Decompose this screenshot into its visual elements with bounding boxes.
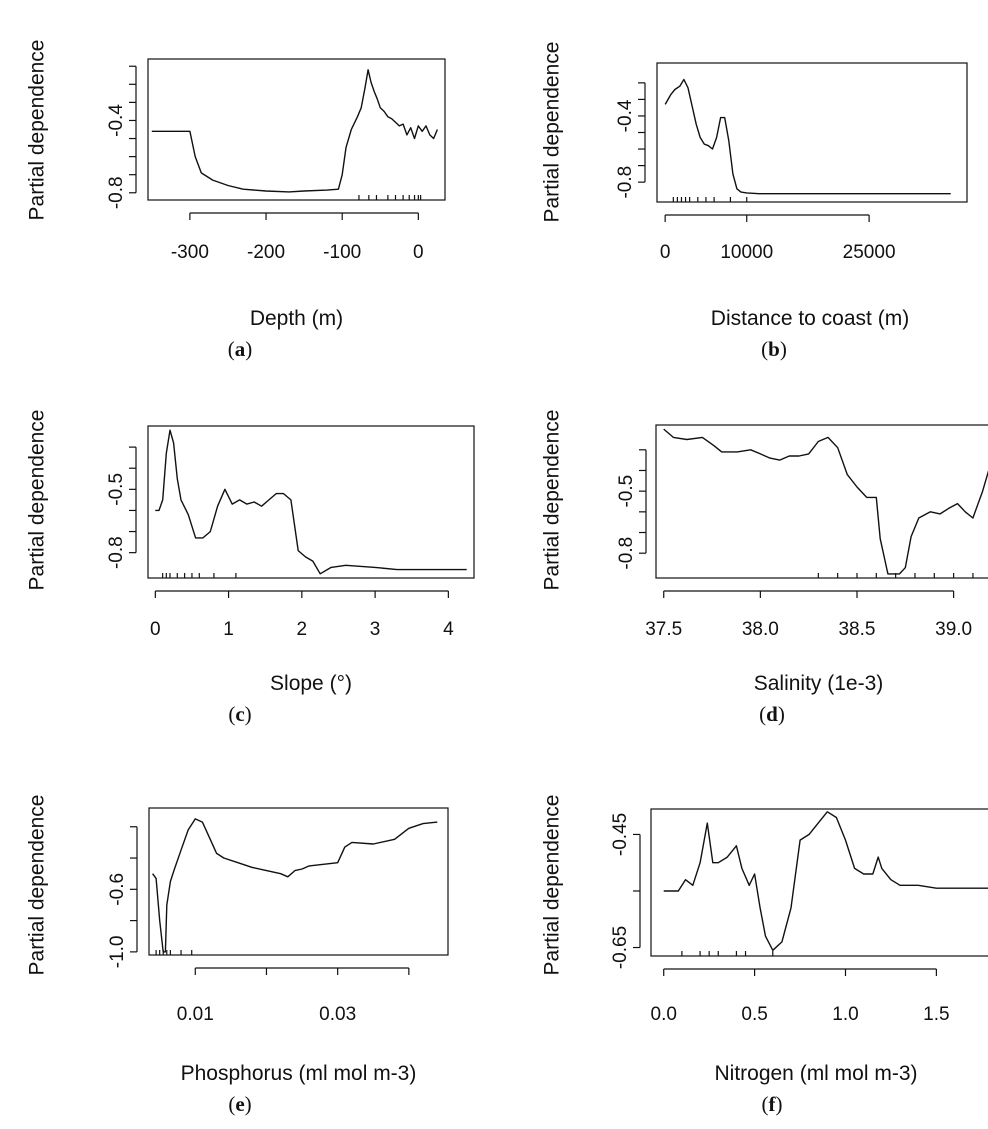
x-tick-label: 1.5 — [923, 1004, 949, 1025]
y-tick-label: -0.4 — [615, 99, 636, 132]
x-tick-label: 1.0 — [832, 1004, 858, 1025]
y-axis-title: Partial dependence — [541, 410, 564, 591]
x-tick-label: 25000 — [843, 242, 896, 263]
x-tick-label: 0 — [660, 242, 671, 263]
y-tick-label: -0.8 — [106, 176, 127, 209]
x-tick-label: 37.5 — [645, 619, 682, 640]
y-axis-title: Partial dependence — [541, 42, 564, 223]
x-axis-title: Salinity (1e-3) — [754, 672, 884, 695]
y-axis-title: Partial dependence — [26, 795, 49, 976]
plot-frame — [147, 425, 475, 579]
y-tick-label: -0.6 — [107, 873, 128, 906]
panel-caption: (f) — [762, 1092, 783, 1116]
y-tick-label: -1.0 — [107, 935, 128, 968]
x-tick-label: 0 — [413, 242, 424, 263]
x-tick-label: -100 — [323, 242, 361, 263]
x-tick-label: -200 — [247, 242, 285, 263]
x-tick-label: 38.0 — [742, 619, 779, 640]
y-axis-title: Partial dependence — [541, 795, 564, 976]
plot-frame — [148, 807, 449, 956]
y-tick-label: -0.4 — [106, 104, 127, 137]
panel-caption: (d) — [759, 702, 785, 726]
x-tick-label: 3 — [370, 619, 381, 640]
panel-f: 0.0 0.5 1.0 1.5 -0.65 -0.45 Partial dependence… — [541, 795, 988, 1116]
series-line — [663, 428, 988, 575]
panel-b: 0 10000 25000 -0.8 -0.4 Partial dependence Dis… — [541, 42, 968, 361]
series-line — [663, 811, 988, 951]
panel-a: -300 -200 -100 0 -0.8 -0.4 Partial dependence D… — [26, 40, 446, 361]
series-line — [155, 429, 467, 575]
x-axis-title: Distance to coast (m) — [711, 307, 909, 330]
x-tick-label: 1 — [223, 619, 234, 640]
y-axis-title: Partial dependence — [26, 410, 49, 591]
x-tick-label: 0.03 — [319, 1004, 356, 1025]
x-tick-label: 39.0 — [935, 619, 972, 640]
panel-c: 0 1 2 3 4 -0.8 -0.5 Partial dependence Slope (°)… — [26, 410, 475, 726]
plot-frame — [656, 62, 968, 203]
plot-frame — [650, 808, 988, 957]
panel-caption: (b) — [761, 337, 787, 361]
x-tick-label: 0.0 — [651, 1004, 677, 1025]
x-tick-label: 10000 — [720, 242, 773, 263]
panel-d: 37.5 38.0 38.5 39.0 -0.8 -0.5 Partial dependen… — [541, 410, 988, 726]
y-tick-label: -0.8 — [615, 166, 636, 199]
y-tick-label: -0.5 — [616, 475, 637, 508]
y-tick-label: -0.45 — [610, 813, 631, 856]
x-axis-title: Nitrogen (ml mol m-3) — [714, 1062, 917, 1085]
y-axis-title: Partial dependence — [26, 40, 49, 221]
x-tick-label: 0.5 — [741, 1004, 767, 1025]
x-axis-title: Phosphorus (ml mol m-3) — [181, 1062, 417, 1085]
y-tick-label: -0.8 — [106, 536, 127, 569]
x-axis-title: Depth (m) — [250, 307, 343, 330]
panel-caption: (c) — [228, 702, 251, 726]
y-tick-label: -0.5 — [106, 473, 127, 506]
x-tick-label: -300 — [171, 242, 209, 263]
series-line — [151, 69, 439, 193]
x-tick-label: 0 — [150, 619, 161, 640]
x-tick-label: 2 — [297, 619, 308, 640]
x-tick-label: 38.5 — [838, 619, 875, 640]
x-tick-label: 0.01 — [177, 1004, 214, 1025]
panel-caption: (a) — [228, 337, 253, 361]
panel-caption: (e) — [228, 1092, 251, 1116]
plot-frame — [655, 424, 988, 579]
y-tick-label: -0.65 — [610, 926, 631, 969]
x-axis-title: Slope (°) — [270, 672, 352, 695]
panel-e: 0.01 0.03 -1.0 -0.6 Partial dependence Phosph… — [26, 795, 449, 1116]
series-line — [664, 78, 951, 195]
plot-frame — [147, 58, 446, 201]
x-tick-label: 4 — [443, 619, 454, 640]
y-tick-label: -0.8 — [616, 537, 637, 570]
series-line — [152, 818, 438, 953]
